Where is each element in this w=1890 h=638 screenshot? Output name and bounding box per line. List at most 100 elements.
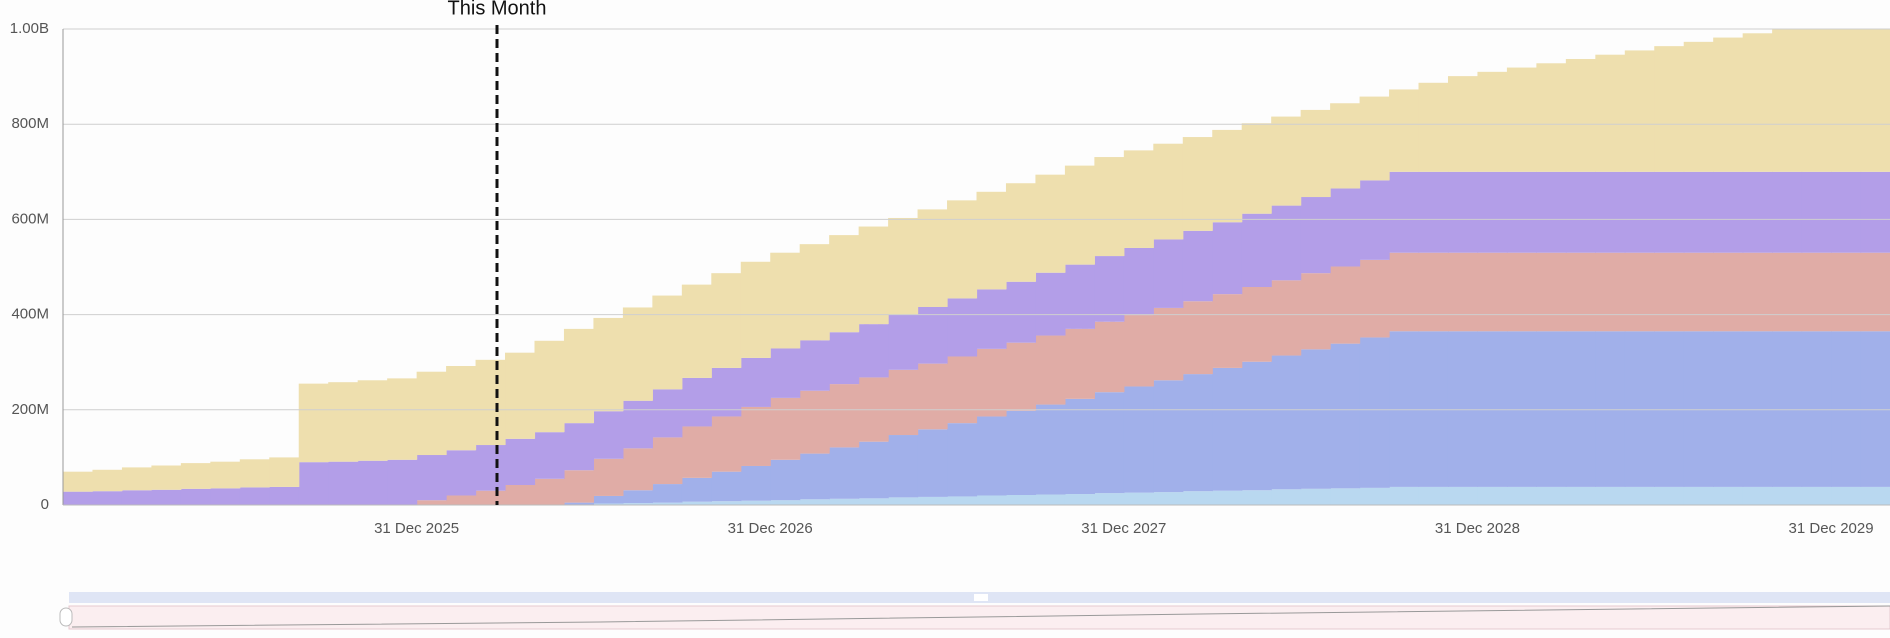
area-step [1742, 252, 1773, 332]
area-step [947, 200, 978, 299]
area-step [534, 432, 565, 479]
area-step [1182, 230, 1213, 302]
range-slider[interactable] [59, 592, 1890, 630]
area-step [121, 490, 153, 505]
area-step [1271, 205, 1302, 281]
area-step [1359, 259, 1390, 338]
area-step [888, 217, 919, 315]
area-step [947, 496, 978, 505]
area-step [1447, 331, 1479, 487]
x-tick-label: 31 Dec 2025 [374, 520, 459, 537]
area-step [622, 503, 653, 505]
area-step [1506, 252, 1537, 332]
area-step [1654, 171, 1685, 253]
area-step [1683, 41, 1714, 172]
area-step [1035, 174, 1066, 273]
area-step [151, 465, 182, 490]
area-step [1860, 252, 1890, 332]
area-step [1094, 256, 1125, 322]
area-step [1359, 337, 1390, 488]
area-step [770, 252, 801, 349]
area-step [1831, 29, 1862, 172]
y-tick-label: 0 [41, 496, 49, 513]
area-step [1565, 58, 1596, 172]
area-step [1624, 171, 1655, 253]
area-step [1860, 331, 1890, 487]
area-step [1477, 71, 1508, 172]
area-step [622, 400, 653, 449]
area-step [1772, 29, 1803, 172]
area-step [1389, 331, 1420, 487]
area-step [1860, 29, 1890, 172]
y-tick-label: 200M [11, 401, 49, 418]
area-step [1330, 103, 1361, 189]
area-step [1330, 488, 1361, 505]
area-step [1772, 252, 1803, 332]
area-step [1005, 281, 1037, 343]
area-step [1713, 252, 1744, 332]
area-step [917, 496, 948, 505]
area-step [652, 389, 683, 438]
area-step [947, 298, 978, 357]
area-step [858, 441, 889, 499]
area-step [1153, 380, 1184, 493]
area-step [1683, 252, 1714, 332]
slider-handle[interactable] [59, 607, 73, 627]
area-step [976, 416, 1007, 496]
area-step [475, 490, 506, 505]
area-step [1742, 171, 1773, 253]
area-step [888, 435, 919, 498]
area-step [1447, 252, 1479, 332]
area-step [1654, 252, 1685, 332]
area-step [622, 307, 653, 401]
area-step [180, 463, 211, 489]
area-step [976, 348, 1007, 417]
area-step [799, 453, 830, 500]
area-step [1595, 171, 1626, 253]
area-step [63, 491, 94, 505]
area-step [652, 502, 683, 505]
area-step [1831, 171, 1862, 253]
area-step [1359, 487, 1390, 505]
area-step [298, 462, 329, 505]
area-step [1035, 404, 1066, 495]
area-step [681, 284, 712, 378]
slider-grip[interactable] [974, 594, 988, 601]
area-step [1359, 180, 1390, 260]
area-step [1860, 486, 1890, 505]
area-step [239, 487, 270, 505]
area-step [1418, 331, 1449, 487]
area-step [416, 371, 447, 456]
area-step [711, 471, 742, 502]
area-step [1241, 286, 1272, 362]
area-step [1389, 171, 1420, 253]
area-step [976, 191, 1007, 290]
area-step [1182, 491, 1213, 505]
area-step [563, 423, 595, 471]
area-step [681, 377, 712, 427]
area-step [740, 261, 771, 358]
area-step [210, 488, 241, 505]
area-step [387, 378, 418, 460]
x-tick-label: 31 Dec 2026 [728, 520, 813, 537]
area-step [622, 490, 653, 504]
area-step [1153, 239, 1184, 308]
area-step [1683, 486, 1714, 505]
area-step [328, 382, 359, 462]
area-step [1624, 252, 1655, 332]
area-step [416, 500, 447, 505]
area-step [1742, 33, 1773, 172]
area-step [1772, 171, 1803, 253]
area-step [917, 363, 948, 430]
area-step [1536, 252, 1567, 332]
area-step [1713, 486, 1744, 505]
area-step [446, 450, 477, 496]
area-step [1300, 273, 1331, 350]
area-step [711, 416, 742, 472]
area-step [1005, 495, 1037, 505]
area-step [1742, 331, 1773, 487]
area-step [1241, 361, 1272, 491]
area-step [1005, 183, 1037, 282]
area-step [1330, 343, 1361, 489]
